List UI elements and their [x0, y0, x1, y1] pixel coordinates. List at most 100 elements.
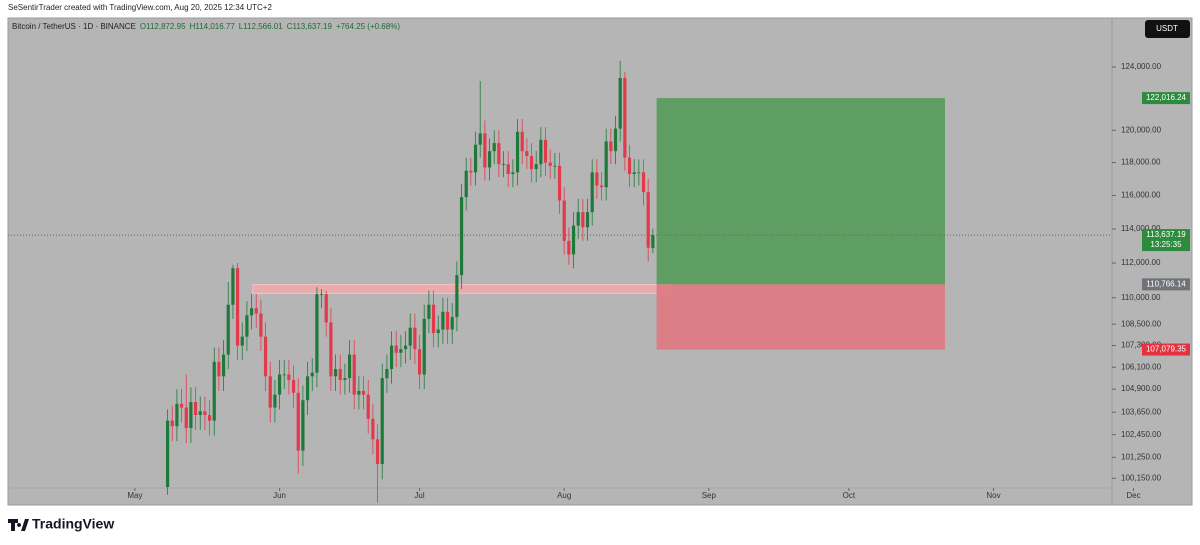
candle-body	[539, 139, 543, 165]
y-tick-label: 106,100.00	[1121, 362, 1162, 371]
candle-body	[403, 345, 408, 350]
candle-body	[613, 128, 618, 152]
candle-body	[394, 345, 398, 353]
candle-body	[637, 172, 641, 174]
candle-body	[515, 131, 520, 173]
candle-body	[366, 394, 370, 419]
candle-body	[179, 403, 184, 408]
candle-body	[497, 143, 501, 165]
candle-body	[310, 372, 314, 377]
candle-body	[450, 317, 454, 330]
x-tick-label: Aug	[557, 491, 571, 500]
y-tick-label: 124,000.00	[1121, 62, 1162, 71]
candle-body	[296, 392, 300, 451]
candle-body	[305, 376, 310, 401]
candle-body	[347, 354, 352, 379]
candle-body	[595, 172, 599, 186]
candle-body	[581, 212, 585, 228]
candle-body	[422, 318, 426, 375]
candle-body	[427, 304, 431, 319]
target-label: 122,016.24	[1146, 93, 1187, 102]
entry-label-box	[1142, 278, 1190, 291]
candle-body	[380, 378, 384, 464]
y-tick-label: 104,900.00	[1121, 384, 1162, 393]
y-tick-label: 101,250.00	[1121, 452, 1162, 461]
candle-body	[343, 378, 347, 380]
candle-body	[184, 407, 188, 429]
candle-body	[459, 197, 464, 276]
credit: SeSentirTrader created with TradingView.…	[8, 3, 272, 12]
candle-body	[455, 275, 459, 318]
candle-body	[492, 143, 496, 152]
candle-body	[609, 141, 613, 152]
candle-body	[226, 304, 230, 355]
candle-body	[520, 131, 524, 152]
countdown: 13:25:35	[1150, 240, 1182, 249]
stop-label: 107,079.35	[1146, 345, 1187, 354]
currency-button[interactable]	[1145, 20, 1190, 38]
candle-body	[268, 376, 272, 408]
candle-body	[357, 390, 361, 395]
candle-body	[361, 390, 366, 395]
candle-body	[371, 418, 375, 440]
candle-body	[548, 162, 552, 166]
candle-body	[441, 311, 445, 330]
candle-body	[431, 304, 436, 334]
candle-body	[221, 354, 226, 377]
candle-body	[287, 374, 291, 380]
ohlc-close: C113,637.19	[287, 22, 333, 31]
candle-body	[646, 192, 650, 248]
x-tick-label: Sep	[702, 491, 717, 500]
candle-body	[315, 294, 319, 373]
candle-body	[240, 336, 244, 346]
candle-body	[273, 394, 277, 408]
candle-body	[576, 212, 580, 226]
candle-body	[469, 170, 473, 173]
x-tick-label: Nov	[986, 491, 1000, 500]
candle-body	[399, 349, 403, 353]
ohlc-low: L112,566.01	[239, 22, 283, 31]
candle-body	[319, 294, 324, 296]
y-tick-label: 103,650.00	[1121, 407, 1162, 416]
candle-body	[562, 200, 566, 241]
last-price-label-box	[1142, 229, 1190, 252]
candle-body	[193, 402, 198, 416]
candle-body	[651, 235, 655, 249]
candle-body	[623, 77, 627, 158]
loss-zone	[656, 284, 945, 350]
candle-body	[445, 311, 450, 330]
candle-body	[338, 369, 342, 380]
candle-body	[473, 144, 478, 173]
candle-body	[408, 327, 412, 346]
candle-body	[571, 225, 576, 255]
y-tick-label: 120,000.00	[1121, 125, 1162, 134]
y-tick-label: 100,150.00	[1121, 473, 1162, 482]
candle-body	[483, 133, 487, 168]
y-tick-label: 107,300.00	[1121, 341, 1162, 350]
candle-body	[263, 336, 268, 377]
candle-body	[627, 157, 632, 175]
currency-label[interactable]: USDT	[1156, 24, 1178, 33]
y-tick-label: 110,000.00	[1121, 293, 1161, 302]
stop-label-box	[1142, 343, 1190, 356]
candle-body	[175, 403, 179, 427]
y-tick-label: 116,000.00	[1121, 191, 1161, 200]
candle-body	[525, 151, 529, 157]
candle-body	[567, 240, 571, 255]
candle-body	[203, 411, 207, 416]
y-tick-label: 112,000.00	[1121, 258, 1161, 267]
candle-body	[511, 172, 515, 175]
candle-body	[632, 172, 636, 175]
chart-pane	[7, 17, 1193, 506]
candle-body	[277, 374, 282, 395]
candle-body	[534, 164, 538, 170]
candle-body	[207, 415, 212, 421]
candle-body	[417, 349, 422, 375]
candle-body	[618, 77, 622, 129]
x-tick-label: Jun	[273, 491, 286, 500]
candle-body	[436, 329, 440, 334]
candle-body	[553, 165, 557, 167]
candle-body	[329, 322, 333, 377]
last-price-label: 113,637.19	[1146, 230, 1186, 239]
candle-body	[245, 315, 249, 337]
